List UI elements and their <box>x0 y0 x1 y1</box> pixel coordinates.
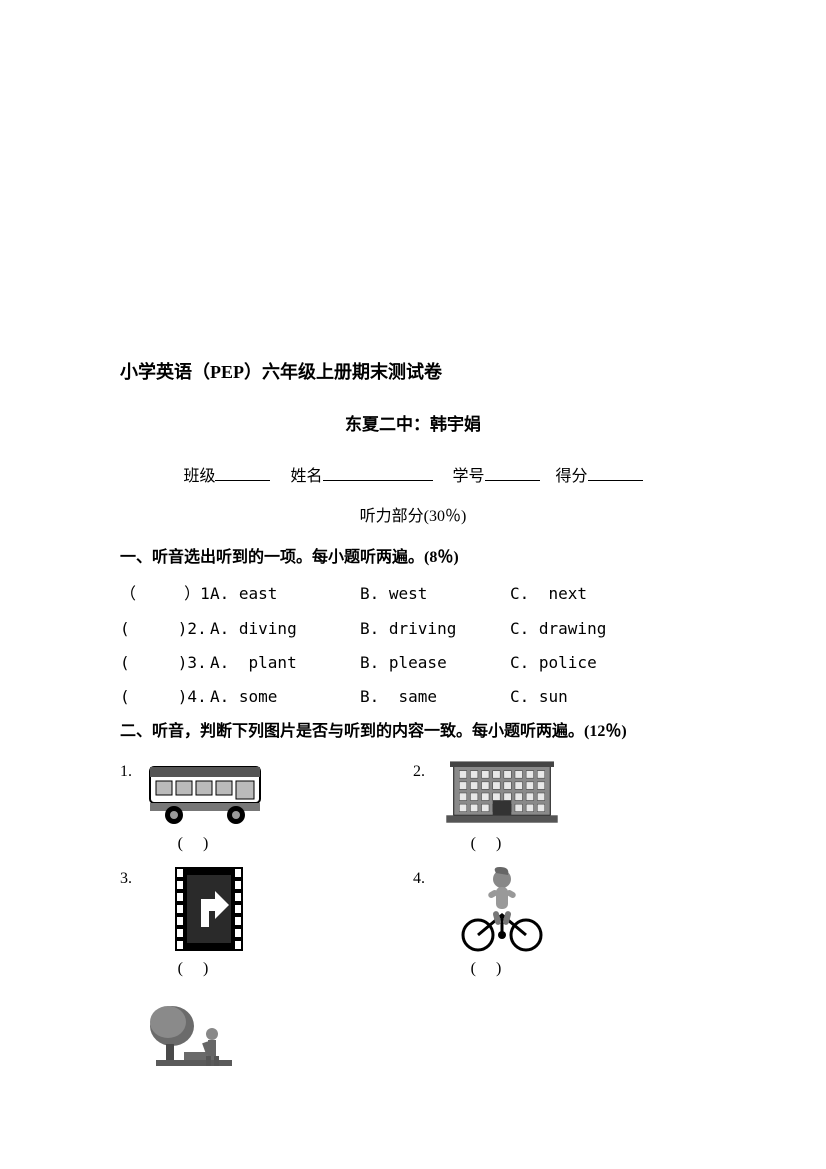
bike-icon <box>437 864 567 954</box>
question-number[interactable]: ( )4. <box>120 686 210 708</box>
blank-name[interactable] <box>323 465 433 481</box>
option-a: A. east <box>210 583 360 605</box>
label-id: 学号 <box>453 468 485 485</box>
option-c: C. police <box>510 652 660 674</box>
subtitle: 东夏二中：韩宇娟 <box>120 413 706 437</box>
blank-id[interactable] <box>485 465 540 481</box>
extra-picture <box>144 998 706 1073</box>
question-row: ( )4.A. someB. sameC. sun <box>120 686 706 708</box>
question-number[interactable]: ( )3. <box>120 652 210 674</box>
question-row: （ ）1A. eastB. westC. next <box>120 583 706 605</box>
option-b: B. please <box>360 652 510 674</box>
picture-item: 3. ( ) <box>120 864 413 980</box>
blank-class[interactable] <box>215 465 270 481</box>
bus-icon <box>144 757 274 829</box>
question-number[interactable]: （ ）1 <box>120 583 210 605</box>
listening-section-label: 听力部分(30％) <box>120 506 706 528</box>
picture-number: 2. <box>413 757 437 783</box>
label-class: 班级 <box>183 468 215 485</box>
option-a: A. diving <box>210 618 360 640</box>
option-a: A. plant <box>210 652 360 674</box>
question-row: ( )2.A. divingB. drivingC. drawing <box>120 618 706 640</box>
building-icon <box>437 757 567 829</box>
turn-right-icon <box>144 864 274 954</box>
student-info-line: 班级 姓名 学号 得分 <box>120 465 706 488</box>
page-title: 小学英语（PEP）六年级上册期末测试卷 <box>120 360 706 385</box>
option-b: B. west <box>360 583 510 605</box>
picture-number: 3. <box>120 864 144 890</box>
answer-paren[interactable]: ( ) <box>413 833 567 855</box>
blank-score[interactable] <box>588 465 643 481</box>
section2-heading: 二、听音，判断下列图片是否与听到的内容一致。每小题听两遍。(12％) <box>120 721 706 743</box>
section1-heading: 一、听音选出听到的一项。每小题听两遍。(8％) <box>120 547 706 569</box>
option-a: A. some <box>210 686 360 708</box>
answer-paren[interactable]: ( ) <box>120 958 274 980</box>
label-name: 姓名 <box>290 468 322 485</box>
question-number[interactable]: ( )2. <box>120 618 210 640</box>
question-row: ( )3.A. plantB. pleaseC. police <box>120 652 706 674</box>
label-score: 得分 <box>556 468 588 485</box>
option-c: C. drawing <box>510 618 660 640</box>
option-c: C. next <box>510 583 660 605</box>
picture-item: 4. ( ) <box>413 864 706 980</box>
picture-item: 1. ( ) <box>120 757 413 855</box>
picture-item: 2. ( ) <box>413 757 706 855</box>
picture-number: 1. <box>120 757 144 783</box>
option-c: C. sun <box>510 686 660 708</box>
answer-paren[interactable]: ( ) <box>413 958 567 980</box>
picture-number: 4. <box>413 864 437 890</box>
option-b: B. driving <box>360 618 510 640</box>
answer-paren[interactable]: ( ) <box>120 833 274 855</box>
option-b: B. same <box>360 686 510 708</box>
